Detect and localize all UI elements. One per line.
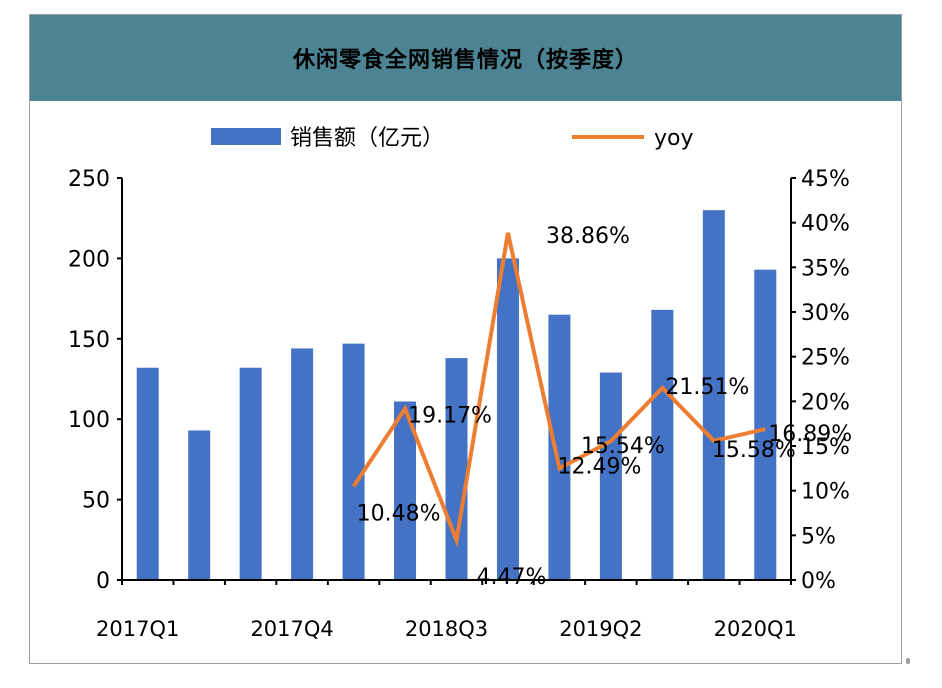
bar-2017Q4 bbox=[291, 348, 314, 580]
bar-2018Q1 bbox=[342, 343, 365, 580]
chart-title: 休闲零食全网销售情况（按季度） bbox=[292, 48, 638, 73]
yoy-data-label: 12.49% bbox=[557, 454, 641, 479]
x-tick-label: 2017Q1 bbox=[96, 617, 179, 641]
yoy-data-label: 4.47% bbox=[477, 565, 547, 590]
bar-2019Q2 bbox=[599, 372, 622, 580]
y-right-tick-label: 30% bbox=[801, 301, 850, 326]
y-left-tick-label: 150 bbox=[68, 328, 110, 353]
y-right-tick-label: 10% bbox=[801, 480, 850, 505]
y-right-tick-label: 35% bbox=[801, 256, 850, 281]
yoy-line bbox=[351, 232, 766, 548]
x-tick-label: 2019Q2 bbox=[559, 617, 642, 641]
y-left-tick-label: 100 bbox=[68, 408, 110, 433]
data-labels: 10.48% 19.17% 4.47% 38.86% 12.49%15.54% 21.51… bbox=[357, 224, 853, 590]
yoy-data-label: 19.17% bbox=[408, 404, 492, 429]
bar-2017Q3 bbox=[239, 367, 262, 580]
yoy-data-label: 15.54% bbox=[581, 434, 665, 459]
edge-mark bbox=[906, 658, 910, 664]
bar-2018Q3 bbox=[445, 358, 468, 580]
y-right-tick-label: 20% bbox=[801, 390, 850, 415]
yoy-data-label: 16.89% bbox=[768, 422, 852, 447]
y-right-tick-label: 15% bbox=[801, 435, 850, 460]
y-left-tick-label: 50 bbox=[82, 489, 110, 514]
bar-2018Q4 bbox=[496, 258, 519, 580]
bar-2017Q2 bbox=[188, 430, 211, 580]
y-right-tick-label: 0% bbox=[801, 569, 836, 594]
y-left-tick-label: 200 bbox=[68, 247, 110, 272]
bar-series bbox=[136, 210, 777, 580]
title-bar: 休闲零食全网销售情况（按季度） bbox=[30, 15, 901, 101]
x-tick-label: 2018Q3 bbox=[405, 617, 488, 641]
bar-2017Q1 bbox=[136, 367, 159, 580]
y-right-tick-label: 40% bbox=[801, 212, 850, 237]
y-right-tick-label: 45% bbox=[801, 167, 850, 192]
y-left-tick-label: 250 bbox=[68, 167, 110, 192]
bar-2020Q1 bbox=[754, 269, 777, 580]
legend: 销售额（亿元） yoy bbox=[211, 126, 694, 151]
legend-bar-label: 销售额（亿元） bbox=[290, 126, 444, 151]
axes: 0 50 100 150 200 250 0% 5% 10% 15% 20% 25% 30% 35% 40%… bbox=[68, 167, 850, 641]
x-tick-label: 2020Q1 bbox=[714, 617, 797, 641]
y-left-tick-label: 0 bbox=[96, 569, 110, 594]
legend-bar-swatch bbox=[211, 128, 281, 145]
y-right-tick-label: 25% bbox=[801, 346, 850, 371]
yoy-data-label: 21.51% bbox=[665, 375, 749, 400]
legend-line-label: yoy bbox=[654, 126, 694, 151]
x-tick-label: 2017Q4 bbox=[250, 617, 333, 641]
yoy-data-label: 38.86% bbox=[546, 224, 630, 249]
bar-2019Q1 bbox=[548, 314, 571, 580]
bar-2019Q3 bbox=[651, 309, 674, 580]
y-right-tick-label: 5% bbox=[801, 524, 836, 549]
bar-2019Q4 bbox=[702, 210, 725, 580]
yoy-data-label: 15.58% bbox=[712, 438, 796, 463]
bar-2018Q2 bbox=[394, 401, 417, 580]
yoy-data-label: 10.48% bbox=[357, 501, 441, 526]
line-series bbox=[351, 232, 766, 548]
